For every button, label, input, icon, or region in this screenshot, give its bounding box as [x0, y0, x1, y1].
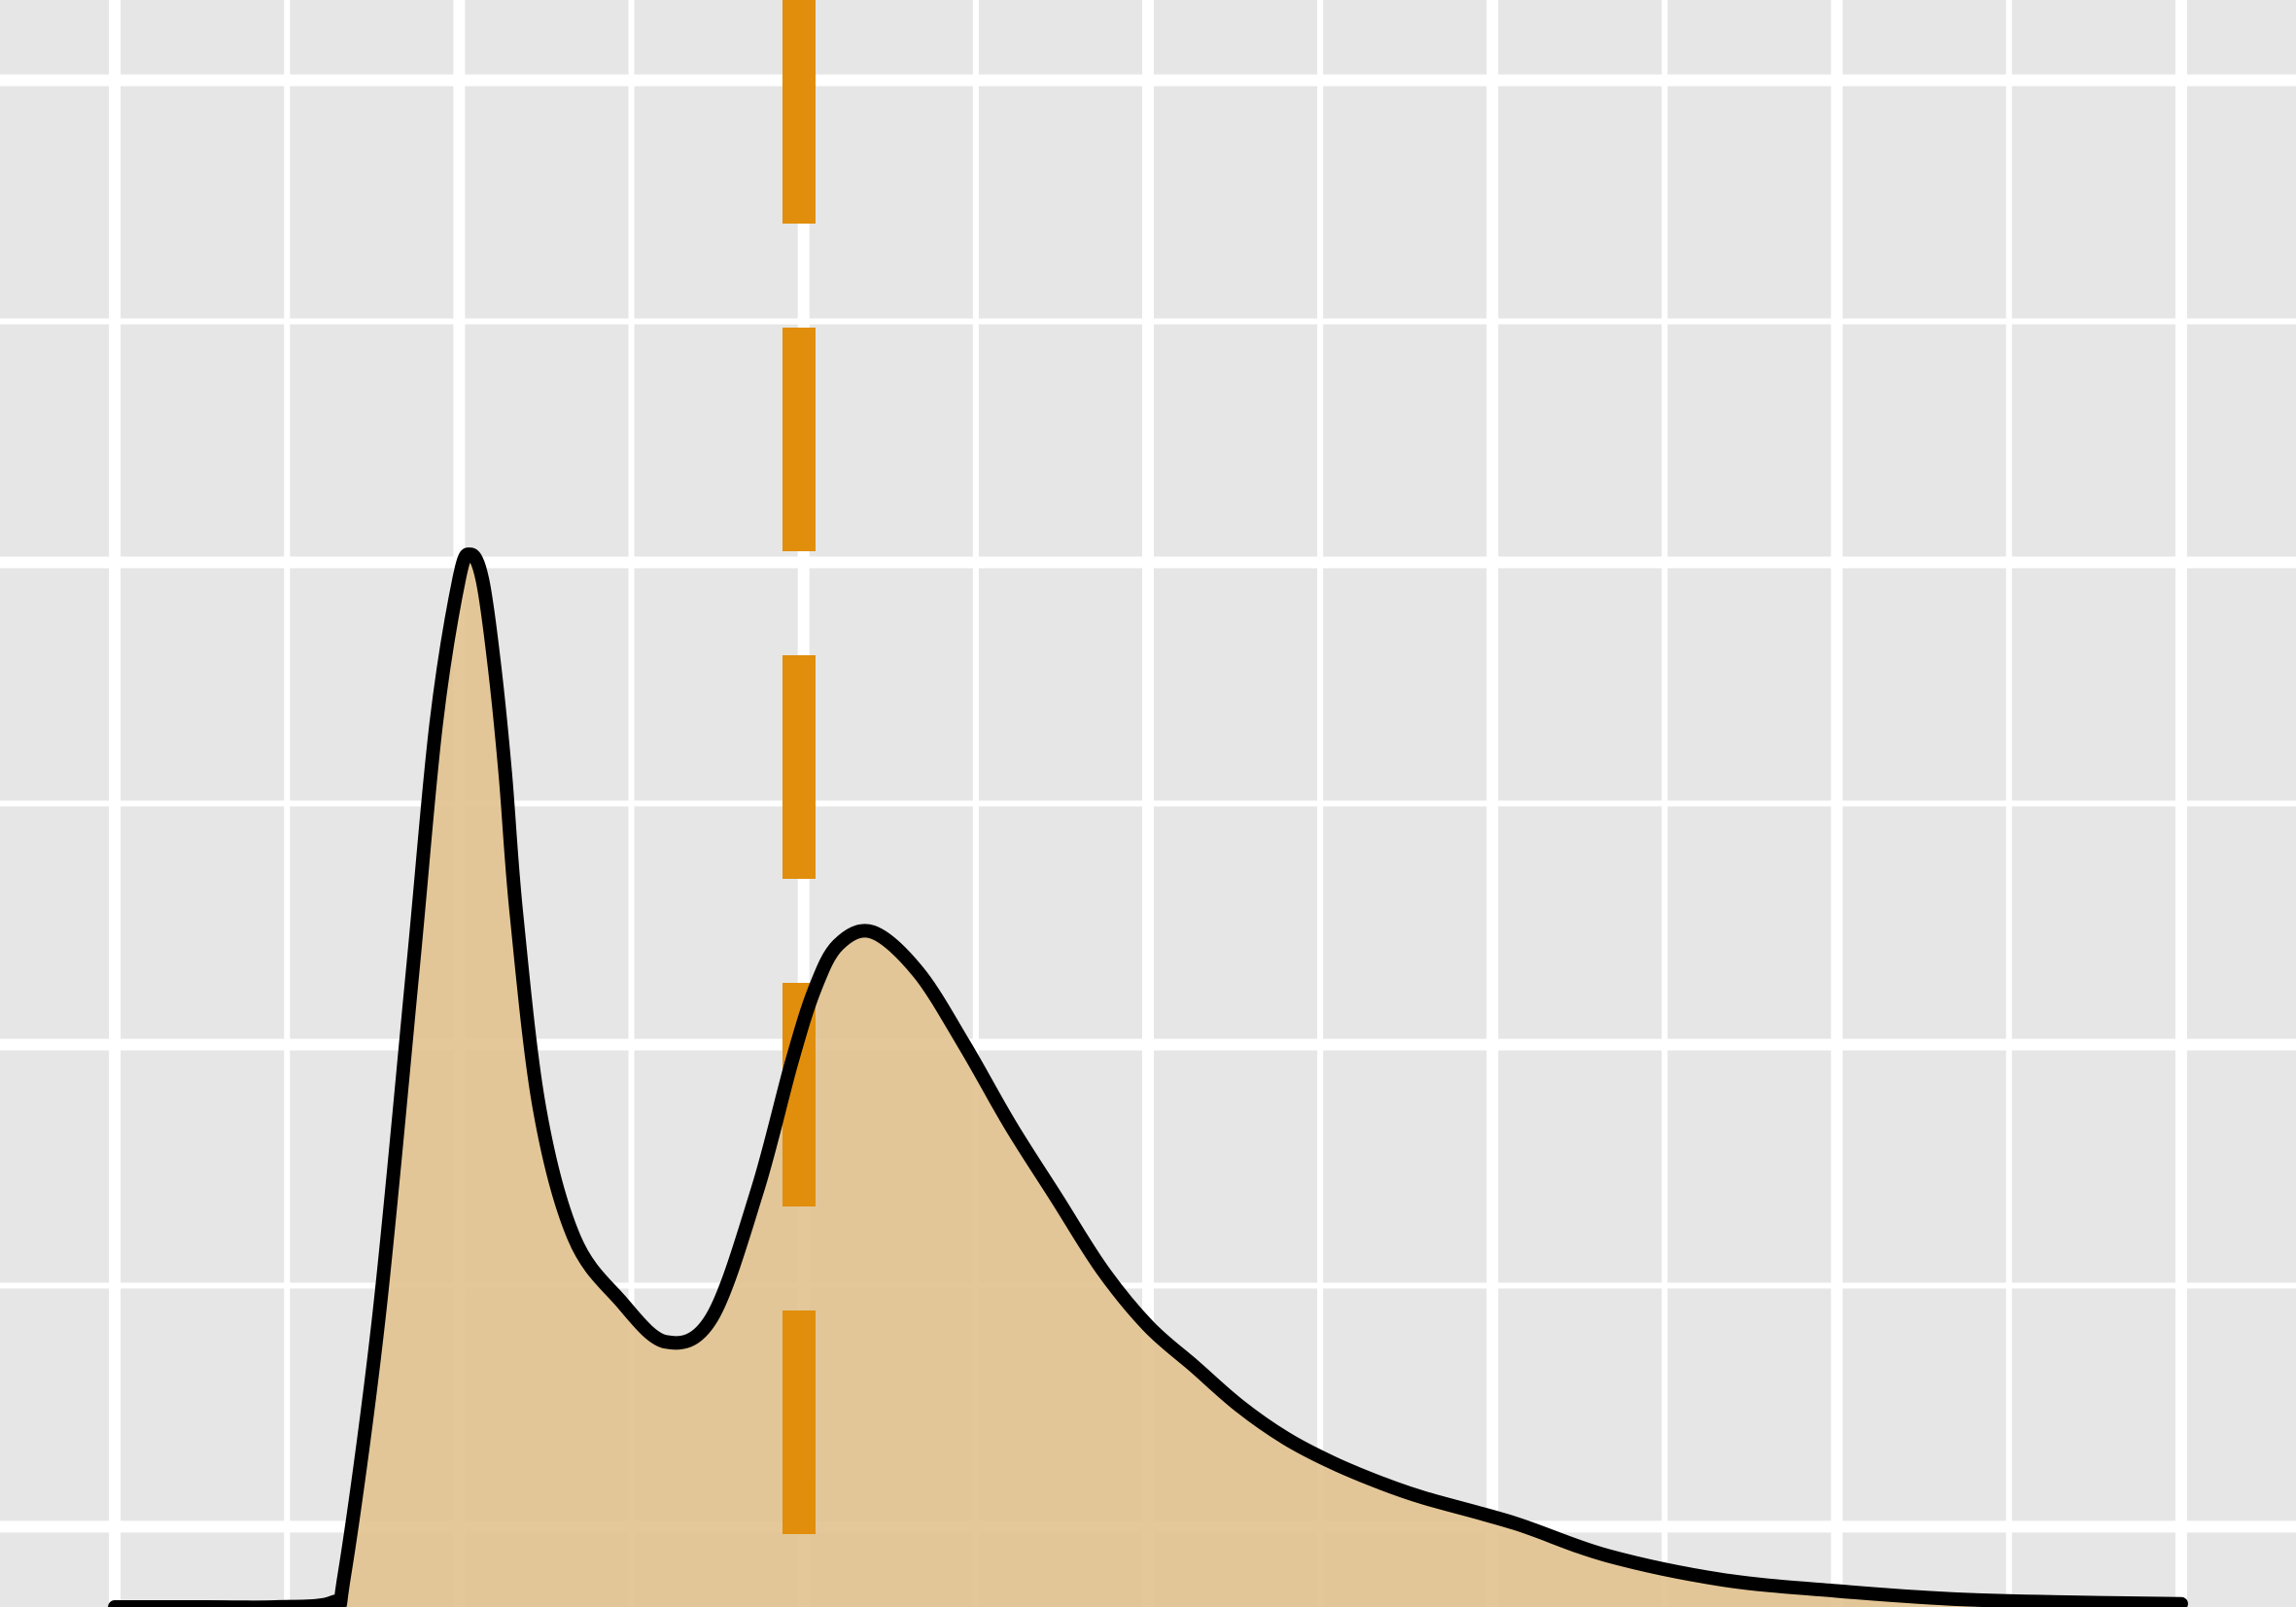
- density-fill-area: [115, 554, 2181, 1607]
- density-curve: [108, 547, 2188, 1607]
